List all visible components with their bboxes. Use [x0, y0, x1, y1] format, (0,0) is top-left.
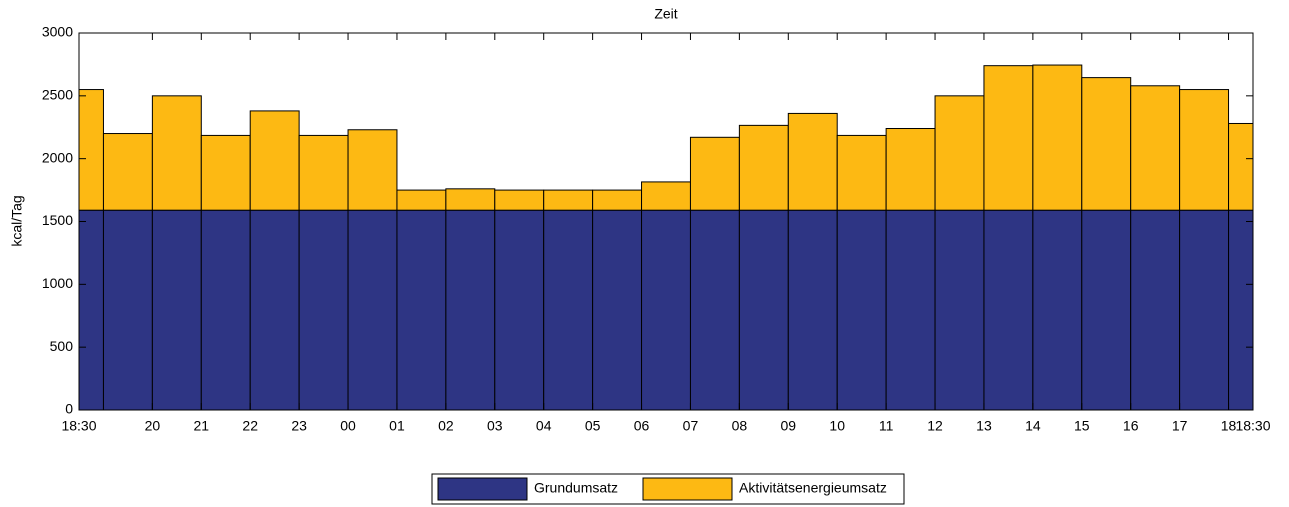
x-tick-label: 12 — [927, 418, 943, 434]
bar — [1130, 85, 1181, 211]
x-tick-label: 18:30 — [61, 418, 96, 434]
bar — [78, 209, 104, 411]
bar — [102, 209, 153, 411]
x-tick-label: 15 — [1074, 418, 1090, 434]
x-tick-label: 21 — [194, 418, 210, 434]
bar — [298, 134, 349, 211]
bar — [347, 209, 398, 411]
x-tick-label: 08 — [732, 418, 748, 434]
bar — [1032, 64, 1083, 211]
bar — [151, 95, 202, 211]
y-tick-label: 0 — [65, 401, 73, 417]
bar — [494, 209, 545, 411]
x-tick-label: 18:30 — [1235, 418, 1270, 434]
bar — [885, 128, 936, 211]
x-tick-label: 04 — [536, 418, 552, 434]
bar — [836, 134, 887, 211]
bar — [396, 189, 447, 211]
y-tick-label: 2500 — [42, 87, 73, 103]
bar — [1228, 122, 1254, 211]
x-tick-label: 18 — [1221, 418, 1237, 434]
bar — [787, 209, 838, 411]
x-tick-label: 05 — [585, 418, 601, 434]
bar — [396, 209, 447, 411]
bar — [641, 209, 691, 411]
bar — [249, 110, 300, 211]
bar — [934, 209, 985, 411]
x-tick-label: 23 — [291, 418, 307, 434]
bar — [151, 209, 202, 411]
x-tick-label: 14 — [1025, 418, 1041, 434]
bar — [494, 189, 545, 211]
y-tick-label: 3000 — [42, 24, 73, 40]
x-tick-label: 22 — [242, 418, 258, 434]
x-tick-label: 09 — [781, 418, 797, 434]
y-axis-label: kcal/Tag — [9, 195, 25, 246]
bar — [836, 209, 887, 411]
bar — [445, 188, 496, 211]
bar — [934, 95, 985, 211]
y-tick-label: 1000 — [42, 275, 73, 291]
x-tick-label: 01 — [389, 418, 405, 434]
x-tick-label: 13 — [976, 418, 992, 434]
bar — [102, 133, 153, 211]
bar — [298, 209, 349, 411]
bar — [738, 124, 789, 211]
bar — [592, 209, 643, 411]
x-tick-label: 03 — [487, 418, 503, 434]
legend-swatch — [437, 477, 528, 501]
x-tick-label: 07 — [683, 418, 699, 434]
bar — [543, 189, 594, 211]
bar — [1130, 209, 1181, 411]
x-tick-label: 02 — [438, 418, 454, 434]
y-tick-label: 1500 — [42, 212, 73, 228]
bar — [543, 209, 594, 411]
legend-label: Grundumsatz — [534, 480, 618, 496]
x-tick-label: 00 — [340, 418, 356, 434]
bar — [1032, 209, 1083, 411]
bar — [689, 209, 740, 411]
legend-swatch — [642, 477, 733, 501]
bar — [347, 129, 398, 211]
legend-label: Aktivitätsenergieumsatz — [739, 480, 887, 496]
bar — [689, 136, 740, 211]
bar — [787, 112, 838, 211]
bar — [983, 65, 1034, 211]
bar — [1081, 77, 1132, 211]
bar — [885, 209, 936, 411]
bar — [445, 209, 496, 411]
x-tick-label: 17 — [1172, 418, 1188, 434]
bar — [200, 134, 251, 211]
x-tick-label: 20 — [145, 418, 161, 434]
bar — [592, 189, 643, 211]
y-tick-label: 500 — [50, 338, 74, 354]
x-tick-label: 16 — [1123, 418, 1139, 434]
chart-title: Zeit — [654, 6, 677, 22]
bar — [249, 209, 300, 411]
bar — [738, 209, 789, 411]
bar — [1228, 209, 1254, 411]
bar — [1179, 209, 1230, 411]
bar — [200, 209, 251, 411]
bar — [78, 89, 104, 211]
bar — [983, 209, 1034, 411]
y-tick-label: 2000 — [42, 149, 73, 165]
bar — [1081, 209, 1132, 411]
bar — [641, 181, 691, 211]
x-tick-label: 11 — [879, 418, 894, 434]
x-tick-label: 10 — [829, 418, 845, 434]
x-tick-label: 06 — [634, 418, 650, 434]
bar — [1179, 89, 1230, 211]
